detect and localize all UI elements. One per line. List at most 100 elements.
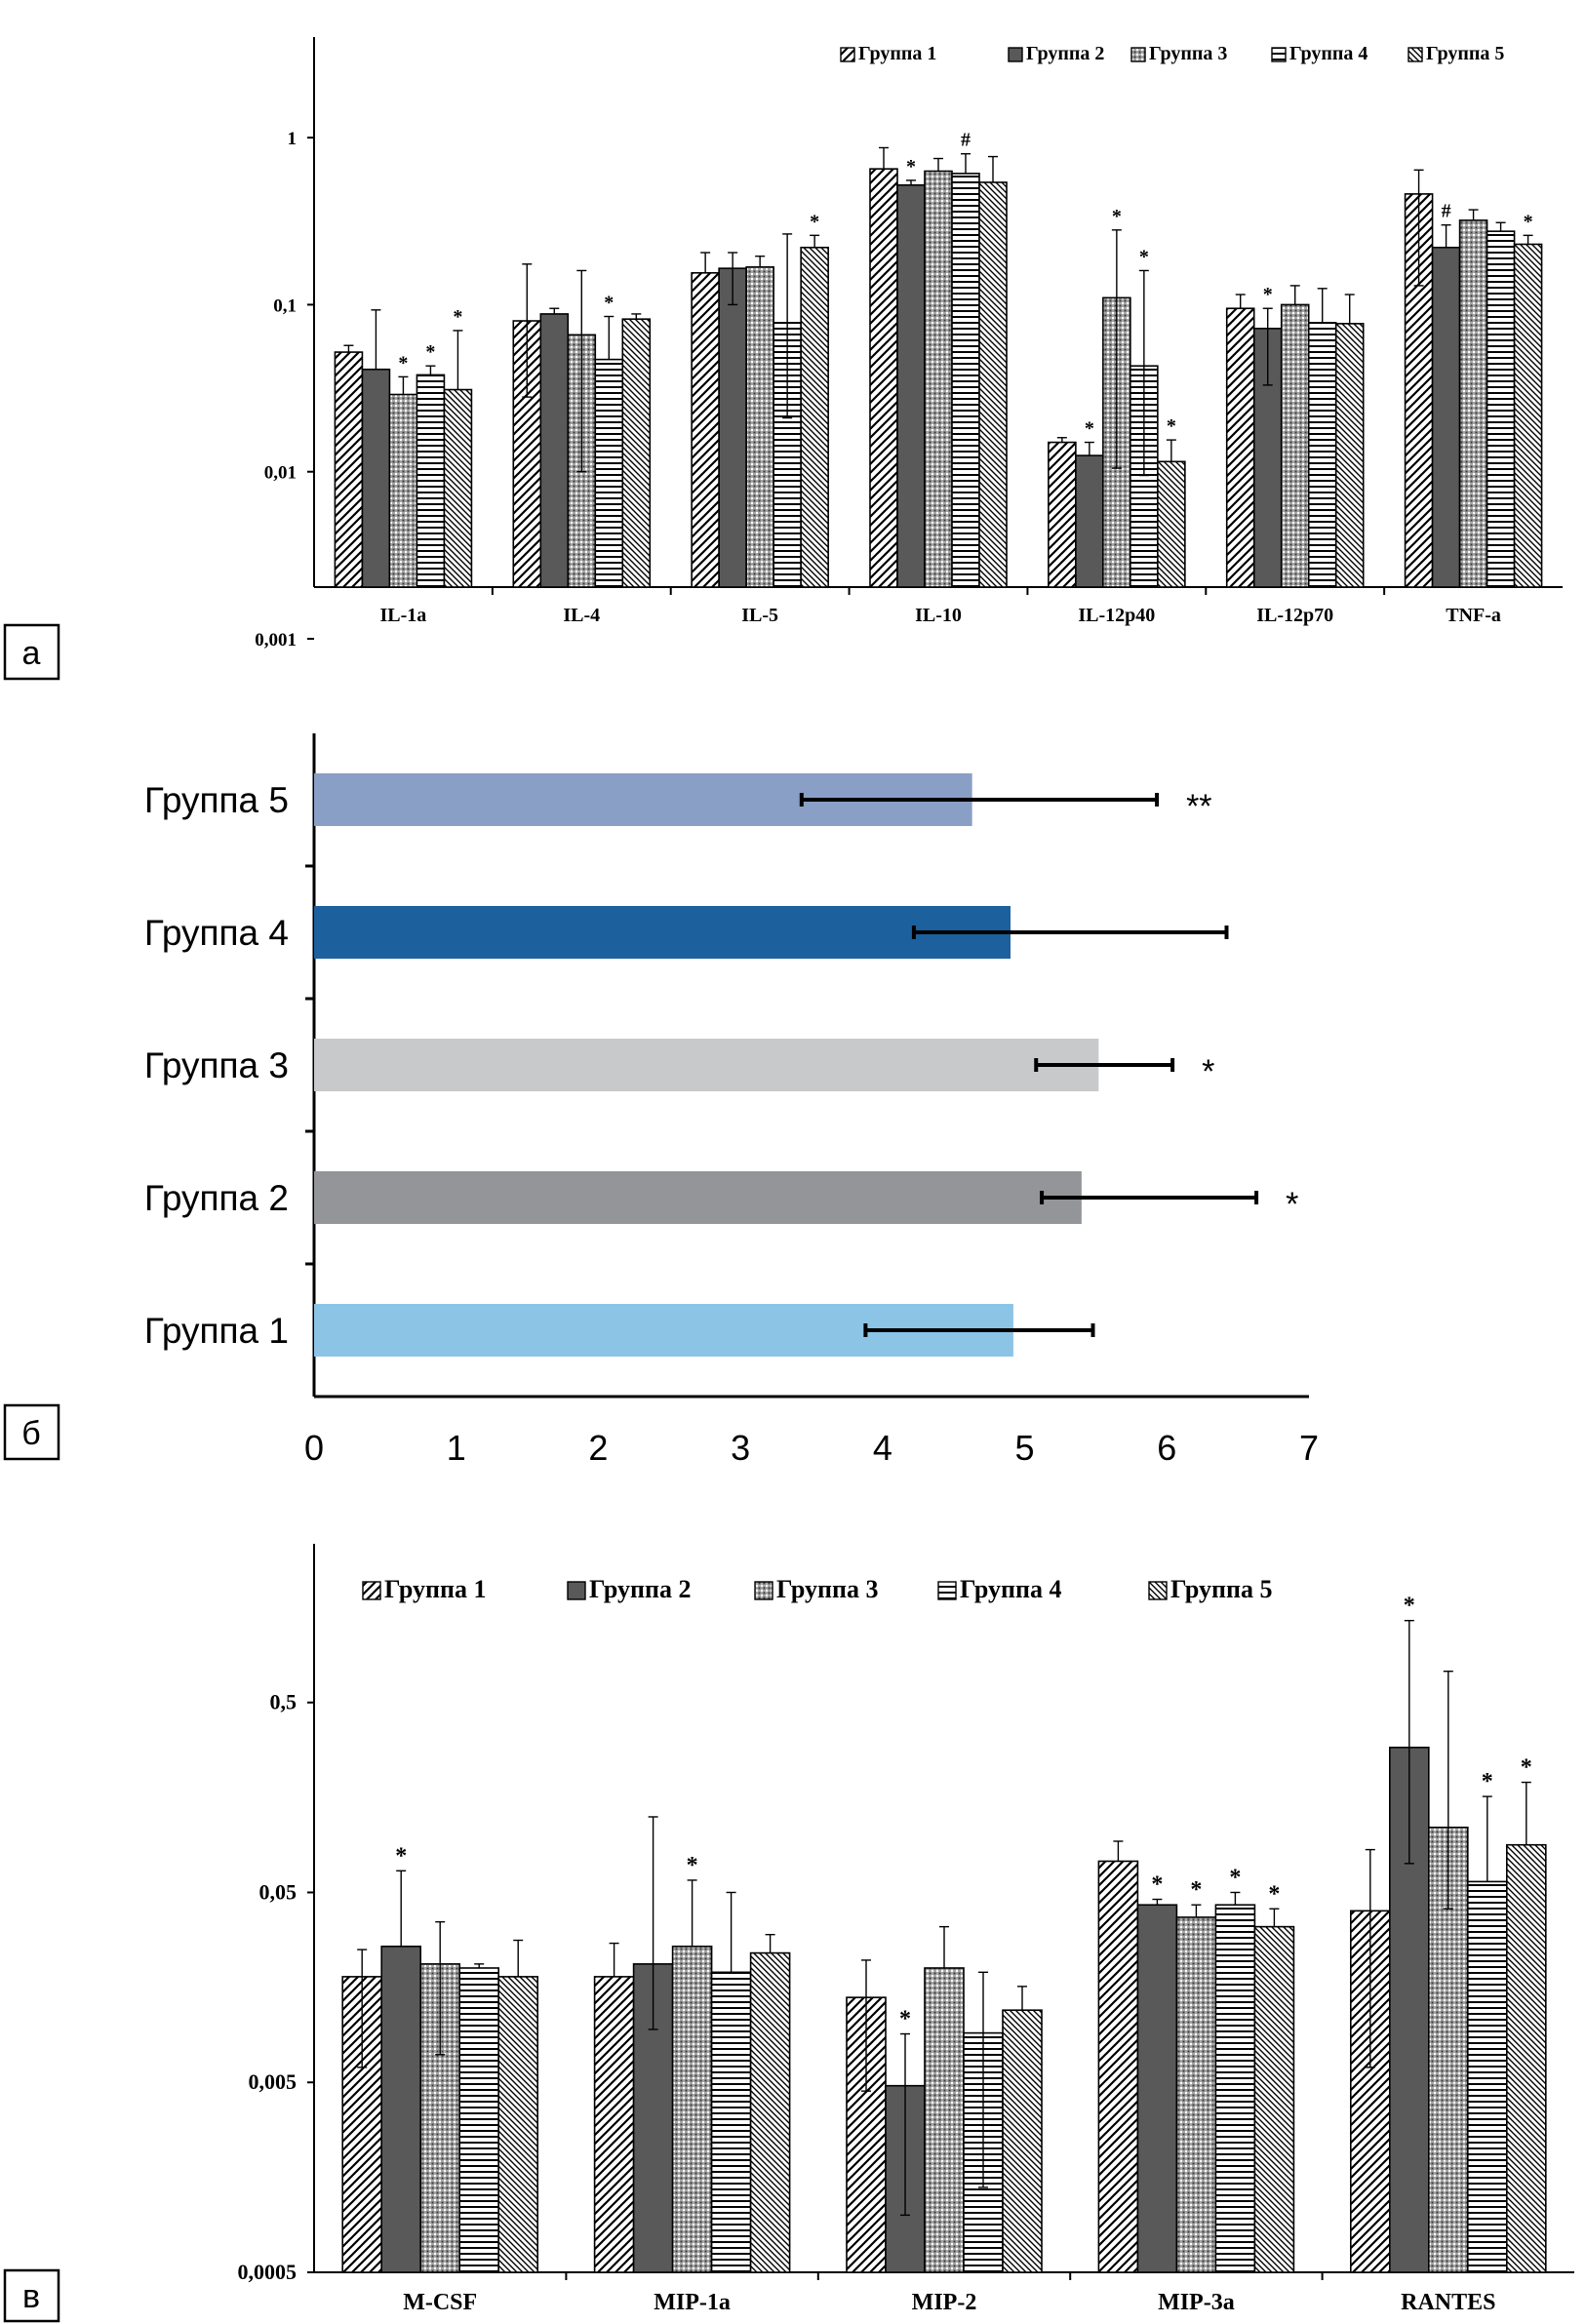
bar — [1334, 323, 1365, 588]
bar — [621, 318, 652, 588]
category-label: Группа 5 — [144, 780, 289, 820]
bar — [314, 906, 1011, 959]
bar — [314, 1039, 1099, 1091]
category-label: RANTES — [1401, 2290, 1495, 2315]
bar — [361, 368, 391, 588]
significance-mark: * — [1482, 1769, 1493, 1794]
legend-label: Группа 5 — [1426, 43, 1504, 64]
bar — [1307, 322, 1337, 588]
bar — [380, 1945, 422, 2273]
legend-swatch — [362, 1581, 381, 1600]
x-tick-label: 5 — [1015, 1428, 1035, 1468]
category-label: Группа 3 — [144, 1045, 289, 1085]
bar — [512, 320, 542, 588]
bar — [1214, 1904, 1256, 2273]
significance-mark: * — [1202, 1053, 1214, 1090]
bar — [869, 168, 898, 588]
chart-c-legend: Группа 1 Группа 2 Группа 3 Группа 4 Группа 5 — [362, 1575, 1272, 1603]
significance-mark: * — [1268, 1881, 1280, 1907]
significance-mark: * — [1229, 1865, 1241, 1890]
y-tick-label: 0,05 — [259, 1879, 297, 1904]
bar — [1048, 441, 1077, 588]
significance-mark: * — [1167, 415, 1176, 437]
category-label: Группа 2 — [144, 1178, 289, 1218]
chart-c-category-labels: M-CSF MIP-1a MIP-2 MIP-3a RANTES — [403, 2272, 1495, 2315]
significance-mark: * — [1521, 1755, 1532, 1781]
chart-c-bars: * * * * * * * * * * — [341, 1594, 1547, 2273]
bar — [1175, 1916, 1217, 2273]
bar — [1506, 1843, 1547, 2273]
significance-mark: * — [1404, 1594, 1415, 1619]
legend-swatch — [840, 47, 855, 62]
bar — [896, 183, 926, 588]
category-label: TNF-a — [1446, 605, 1501, 626]
legend-label: Группа 2 — [1026, 43, 1104, 64]
category-label: IL-12p70 — [1256, 605, 1333, 626]
y-tick-label: 0,1 — [273, 295, 297, 316]
category-label: IL-12p40 — [1078, 605, 1155, 626]
significance-mark: * — [398, 352, 408, 374]
bar — [388, 393, 418, 588]
y-tick-label: 0,5 — [270, 1690, 297, 1714]
legend-label: Группа 1 — [858, 43, 936, 64]
bar — [951, 173, 980, 588]
bar — [497, 1976, 539, 2273]
legend-swatch — [1408, 47, 1423, 62]
bar — [1458, 219, 1488, 588]
bar — [416, 374, 446, 588]
legend-swatch — [1271, 47, 1287, 62]
chart-a-category-labels: IL-1a IL-4 IL-5 IL-10 IL-12p40 IL-12p70 TNF-a — [380, 587, 1501, 626]
significance-mark: * — [899, 2007, 911, 2032]
category-label: IL-5 — [741, 605, 778, 626]
panel-label-a-text: а — [22, 635, 41, 672]
bar — [1157, 460, 1186, 588]
bar — [1225, 307, 1255, 588]
chart-a-bars: * * * * * * # * * * * * # * — [334, 130, 1543, 588]
significance-mark: * — [1151, 1872, 1163, 1898]
y-tick-label: 1 — [288, 129, 297, 149]
y-tick-label: 0,001 — [255, 630, 297, 650]
legend-label: Группа 1 — [384, 1575, 486, 1603]
significance-mark: * — [1139, 246, 1149, 267]
significance-mark: * — [687, 1853, 698, 1878]
legend-label: Группа 4 — [960, 1575, 1061, 1603]
legend-swatch — [1008, 47, 1023, 62]
significance-mark: * — [1263, 284, 1273, 305]
significance-mark: * — [906, 156, 916, 177]
bar — [978, 181, 1008, 588]
significance-mark: # — [961, 130, 971, 151]
legend-swatch — [754, 1581, 773, 1600]
chart-a-cytokines: 10,10,010,001 ******#*****# * IL-1a IL-4 IL… — [255, 37, 1563, 650]
category-label: MIP-2 — [912, 2290, 977, 2315]
chart-a-legend: Группа 1 Группа 2 Группа 3 Группа 4 Группа 5 — [840, 43, 1504, 64]
panel-label-c: в — [3, 2268, 60, 2323]
category-label: MIP-1a — [654, 2290, 731, 2315]
bar — [924, 170, 953, 588]
bar — [800, 246, 829, 588]
bar — [749, 1951, 791, 2273]
legend-label: Группа 3 — [776, 1575, 878, 1603]
significance-mark: * — [604, 293, 614, 314]
bar — [710, 1971, 752, 2273]
bar — [1467, 1880, 1508, 2273]
bar — [745, 266, 774, 588]
category-label: Группа 4 — [144, 913, 289, 953]
bar — [314, 1171, 1082, 1224]
significance-mark: * — [453, 306, 462, 328]
legend-label: Группа 3 — [1149, 43, 1227, 64]
panel-label-c-text: в — [22, 2278, 40, 2315]
x-tick-label: 7 — [1299, 1428, 1319, 1468]
category-label: IL-10 — [915, 605, 962, 626]
y-tick-label: 0,01 — [264, 463, 297, 484]
y-tick-label: 0,0005 — [238, 2260, 297, 2284]
chart-c-chemokines: 0,5 0,05 0,005 0,0005 * * * * * * * * * * M-CSF MIP-1… — [238, 1544, 1574, 2315]
significance-mark: * — [1190, 1877, 1202, 1903]
legend-swatch — [567, 1581, 586, 1600]
significance-mark: * — [1112, 206, 1122, 227]
bar — [1253, 1925, 1295, 2273]
bar — [593, 1976, 635, 2273]
category-label: MIP-3a — [1158, 2290, 1235, 2315]
x-tick-label: 0 — [304, 1428, 324, 1468]
category-label: M-CSF — [403, 2290, 477, 2315]
category-label: Группа 1 — [144, 1311, 289, 1351]
